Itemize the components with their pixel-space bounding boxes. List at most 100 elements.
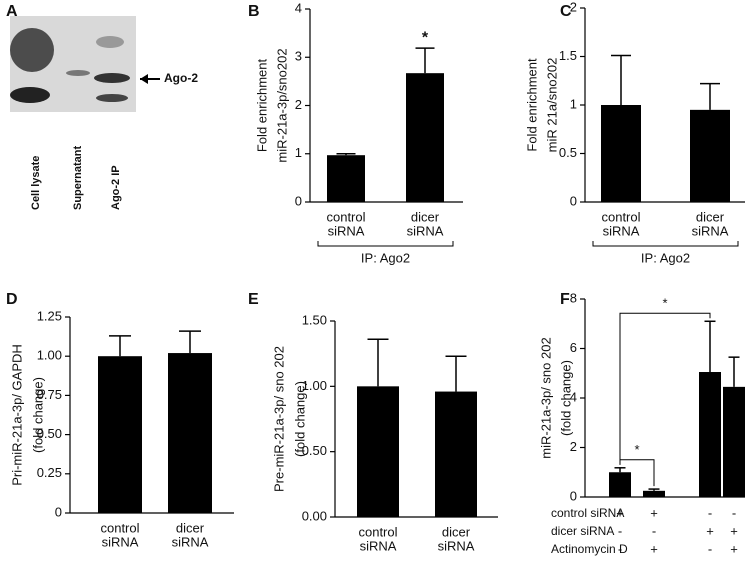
y-tick-label: 2 <box>570 0 577 14</box>
error-bar <box>336 153 356 156</box>
condition-sign: + <box>730 541 738 556</box>
y-tick-label: 2 <box>570 439 577 454</box>
condition-sign: - <box>708 541 712 556</box>
condition-sign: + <box>616 505 624 520</box>
y-tick-label: 1.00 <box>302 378 327 393</box>
y-tick-label: 0.25 <box>37 465 62 480</box>
y-tick-label: 0 <box>295 193 302 208</box>
y-axis-label: (fold change) <box>558 360 573 436</box>
blot-band <box>10 87 50 103</box>
error-bar <box>728 356 740 387</box>
x-tick-label: dicer <box>176 520 205 535</box>
x-tick-label: control <box>601 209 640 224</box>
bar <box>435 391 477 517</box>
x-tick-label: dicer <box>411 209 440 224</box>
y-tick-label: 1 <box>570 96 577 111</box>
x-tick-label: siRNA <box>360 538 397 553</box>
y-tick-label: 0.50 <box>37 426 62 441</box>
panel-letter: F <box>560 291 570 308</box>
y-tick-label: 0.5 <box>559 145 577 160</box>
bar <box>699 372 721 497</box>
lane-label: Ago-2 IP <box>110 165 122 210</box>
x-tick-label: control <box>100 520 139 535</box>
y-tick-label: 0.75 <box>37 387 62 402</box>
y-axis-label: miR-21a-3p/sno202 <box>274 48 289 162</box>
lane-label: Supernatant <box>72 145 84 210</box>
condition-sign: - <box>618 523 622 538</box>
group-bracket <box>592 241 739 247</box>
significance: * <box>634 442 639 457</box>
significance: * <box>662 296 667 311</box>
y-axis-label: (fold change) <box>292 381 307 457</box>
condition-sign: - <box>708 505 712 520</box>
bar <box>690 109 730 202</box>
x-tick-label: siRNA <box>603 223 640 238</box>
bar <box>601 105 641 202</box>
band-label: Ago-2 <box>164 71 198 85</box>
panel-letter: E <box>248 291 259 308</box>
y-axis-label: miR 21a/sno202 <box>544 58 559 153</box>
blot-band <box>96 36 124 48</box>
error-bar <box>614 467 626 473</box>
error-bar <box>367 338 389 387</box>
condition-sign: + <box>706 523 714 538</box>
lane-label: Cell lysate <box>30 156 42 210</box>
error-bar <box>611 54 631 105</box>
bar <box>406 73 444 202</box>
error-bar <box>415 47 435 74</box>
error-bar <box>179 330 201 354</box>
panel-letter: D <box>6 291 18 308</box>
y-tick-label: 1 <box>295 145 302 160</box>
y-tick-label: 4 <box>295 0 302 15</box>
y-tick-label: 6 <box>570 340 577 355</box>
y-tick-label: 0.00 <box>302 508 327 523</box>
x-tick-label: siRNA <box>407 223 444 238</box>
y-tick-label: 8 <box>570 290 577 305</box>
bar <box>98 356 142 513</box>
y-tick-label: 0 <box>570 193 577 208</box>
x-tick-label: siRNA <box>102 534 139 549</box>
bar <box>327 155 365 202</box>
blot-band <box>94 73 130 83</box>
condition-sign: + <box>650 505 658 520</box>
bar <box>168 353 212 513</box>
condition-sign: + <box>730 523 738 538</box>
y-axis-label: Pre-miR-21a-3p/ sno 202 <box>271 346 286 492</box>
y-tick-label: 1.5 <box>559 48 577 63</box>
condition-label: Actinomycin D <box>551 542 628 556</box>
arrow-head <box>140 74 148 84</box>
bar <box>643 490 665 497</box>
x-tick-label: siRNA <box>328 223 365 238</box>
x-tick-label: siRNA <box>438 538 475 553</box>
y-tick-label: 0 <box>55 504 62 519</box>
blot-band <box>96 94 128 102</box>
x-tick-label: siRNA <box>692 223 729 238</box>
x-tick-label: control <box>358 524 397 539</box>
error-bar <box>648 488 660 491</box>
x-tick-label: siRNA <box>172 534 209 549</box>
y-tick-label: 2 <box>295 97 302 112</box>
condition-sign: + <box>650 541 658 556</box>
panel-letter: B <box>248 3 260 20</box>
condition-label: dicer siRNA <box>551 524 614 538</box>
blot-band <box>66 70 90 76</box>
y-axis-label: Fold enrichment <box>254 59 269 153</box>
bar <box>609 472 631 497</box>
panel-letter: A <box>6 3 18 20</box>
x-tick-label: dicer <box>442 524 471 539</box>
condition-sign: - <box>618 541 622 556</box>
y-tick-label: 4 <box>570 389 577 404</box>
y-tick-label: 0.50 <box>302 443 327 458</box>
y-axis-label: miR-21a-3p/ sno 202 <box>538 337 553 458</box>
significance-bracket <box>619 312 711 465</box>
bar <box>723 386 745 497</box>
y-tick-label: 3 <box>295 49 302 64</box>
condition-sign: - <box>652 523 656 538</box>
y-tick-label: 0 <box>570 488 577 503</box>
y-axis-label: Fold enrichment <box>524 58 539 152</box>
error-bar <box>445 355 467 392</box>
western-blot <box>10 16 136 112</box>
y-axis-label: (fold change) <box>30 377 45 453</box>
x-tick-label: control <box>326 209 365 224</box>
